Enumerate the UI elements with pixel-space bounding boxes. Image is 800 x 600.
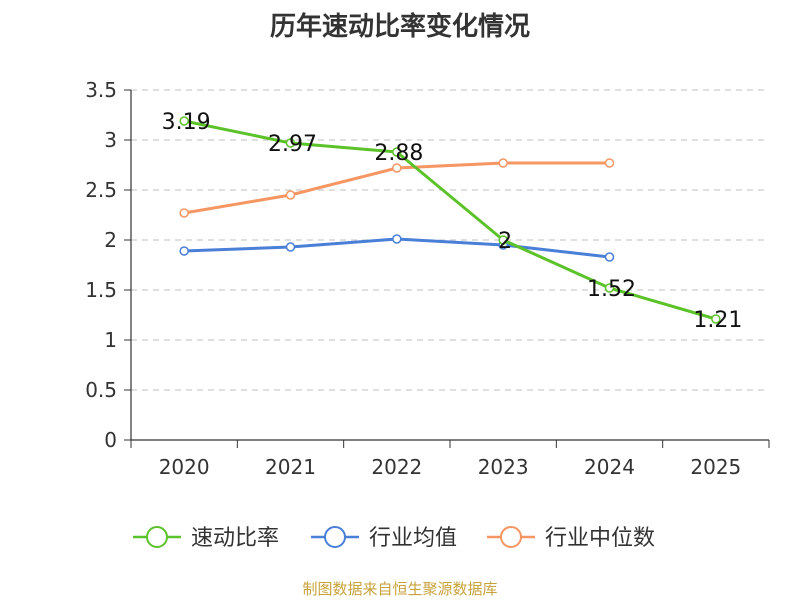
- y-tick-label: 0.5: [85, 378, 117, 402]
- x-tick-label: 2024: [584, 455, 635, 479]
- series-point-0: [604, 283, 615, 293]
- x-tick-label: 2021: [265, 455, 316, 479]
- y-tick-label: 0: [104, 428, 117, 452]
- chart-title: 历年速动比率变化情况: [269, 12, 530, 42]
- series-line-0: [183, 119, 717, 321]
- source-note: 制图数据来自恒生聚源数据库: [302, 580, 498, 598]
- series-point-1: [179, 246, 189, 256]
- y-tick-label: 1.5: [85, 278, 117, 302]
- series-point-2: [285, 190, 296, 200]
- x-tick-label: 2023: [478, 455, 529, 479]
- series-point-2: [392, 163, 402, 173]
- data-label: 2.97: [268, 132, 317, 157]
- data-label: 1.21: [693, 308, 742, 333]
- y-tick-label: 2.5: [85, 178, 117, 202]
- series-point-2: [498, 158, 508, 168]
- data-label: 1.52: [587, 277, 636, 302]
- legend-marker: [146, 526, 168, 548]
- series-point-2: [179, 208, 189, 218]
- y-tick-label: 1: [104, 328, 117, 352]
- legend-label: 行业均值: [369, 526, 457, 551]
- data-label: 2.88: [374, 141, 423, 166]
- series-point-1: [285, 242, 296, 252]
- x-tick-label: 2020: [159, 455, 210, 479]
- series-point-0: [179, 116, 189, 126]
- data-label: 3.19: [162, 110, 211, 135]
- y-tick-label: 3.5: [85, 78, 117, 102]
- y-tick-label: 3: [104, 128, 117, 152]
- legend-label: 行业中位数: [545, 526, 655, 551]
- x-tick-label: 2022: [371, 455, 422, 479]
- legend-label: 速动比率: [191, 526, 279, 551]
- series-point-2: [604, 158, 615, 168]
- series-point-0: [711, 314, 721, 324]
- legend-marker: [500, 526, 522, 548]
- data-label: 2: [498, 229, 512, 254]
- legend-marker: [324, 526, 346, 548]
- series-point-0: [498, 235, 508, 245]
- series-point-1: [604, 252, 615, 262]
- y-tick-label: 2: [104, 228, 117, 252]
- series-point-0: [285, 138, 296, 148]
- series-point-0: [392, 147, 402, 157]
- x-tick-label: 2025: [690, 455, 741, 479]
- series-point-1: [392, 234, 402, 244]
